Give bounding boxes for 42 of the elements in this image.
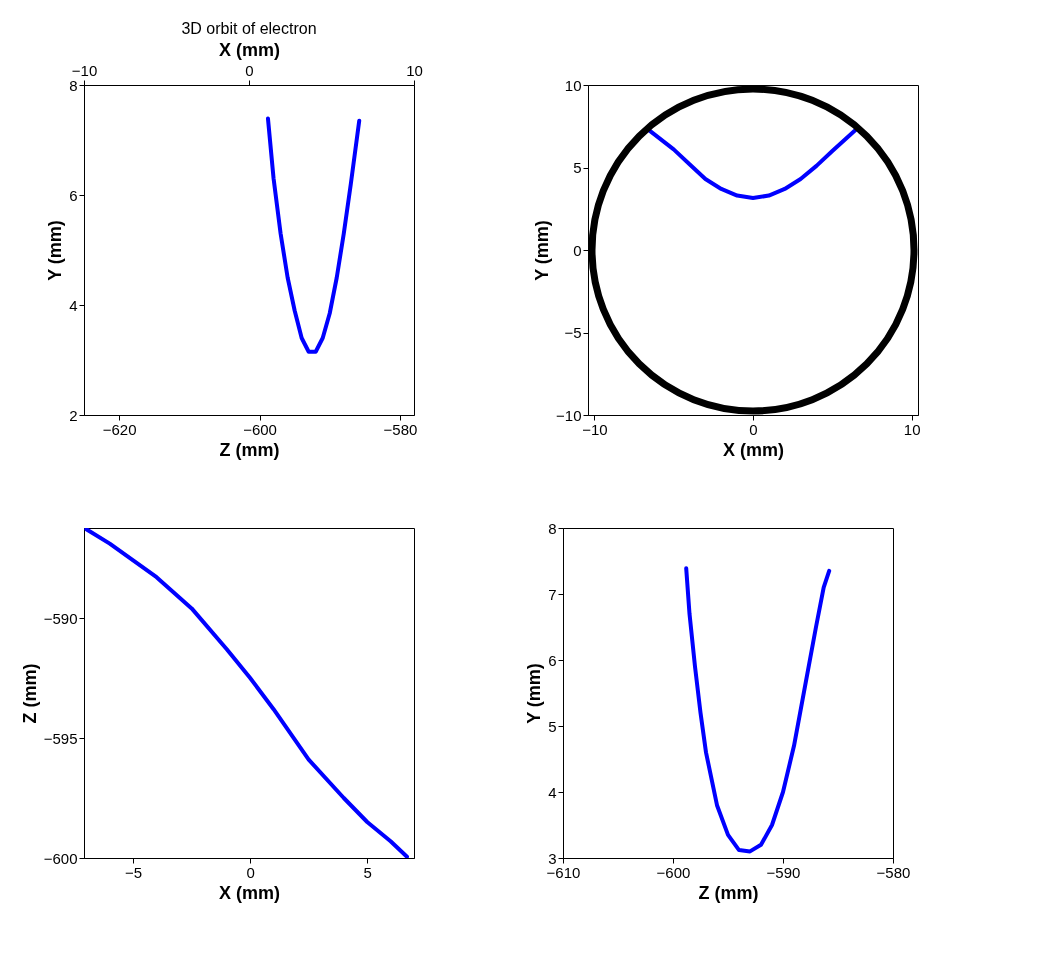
x-tick-label: −590 [766, 863, 801, 881]
y-tick-label: 2 [69, 406, 78, 424]
y-tick-label: 4 [548, 783, 557, 801]
y-axis-title: Y (mm) [45, 220, 66, 281]
y-axis-title: Y (mm) [532, 220, 553, 281]
chart-title: 3D orbit of electron [181, 20, 317, 37]
x-tick-label: −600 [656, 863, 691, 881]
x-tick-label: −620 [102, 420, 137, 438]
line-series [684, 566, 832, 854]
y-tick-label: 5 [573, 159, 582, 176]
y-tick-label: 4 [69, 296, 78, 314]
y-tick-label: 10 [564, 76, 582, 94]
x-tick-label: −580 [876, 863, 911, 881]
x-tick-label: −5 [125, 863, 143, 881]
y-axis-title: Y (mm) [524, 663, 545, 724]
y-tick-label: −600 [43, 849, 78, 867]
y-tick-label: 7 [548, 585, 557, 603]
y-tick-label: 6 [69, 186, 78, 204]
x-tick-label: 10 [903, 420, 921, 438]
x-axis-title: Z (mm) [219, 439, 280, 460]
y-tick-label: −5 [564, 324, 582, 341]
y-tick-label: 0 [573, 241, 582, 259]
x-tick-label: 5 [363, 863, 372, 881]
y-tick-label: −590 [43, 609, 78, 627]
x2-tick-label: 10 [406, 61, 423, 79]
x-axis-title: Z (mm) [698, 882, 759, 903]
y-tick-label: 5 [548, 717, 557, 735]
line-series [265, 116, 362, 354]
y-axis-title: Z (mm) [19, 663, 40, 724]
x-tick-label: −580 [383, 420, 418, 438]
x-axis-title: X (mm) [722, 439, 785, 460]
x2-axis-title: X (mm) [218, 39, 281, 60]
y-tick-label: −10 [556, 406, 582, 424]
y-tick-label: −595 [43, 729, 78, 747]
x-tick-label: −600 [243, 420, 277, 438]
x-tick-label: 0 [246, 863, 255, 881]
y-tick-label: 6 [548, 651, 557, 669]
x2-tick-label: 0 [245, 61, 254, 79]
y-tick-label: 8 [69, 76, 78, 94]
x-tick-label: 0 [749, 420, 758, 438]
x-axis-title: X (mm) [218, 882, 281, 903]
y-tick-label: 8 [548, 519, 557, 537]
